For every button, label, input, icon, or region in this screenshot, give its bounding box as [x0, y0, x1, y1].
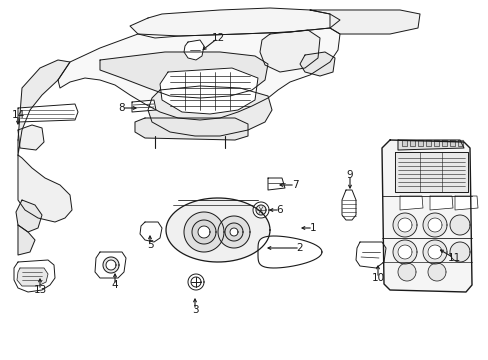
Polygon shape: [132, 100, 156, 112]
Polygon shape: [191, 277, 201, 287]
Polygon shape: [260, 30, 319, 72]
Polygon shape: [166, 198, 269, 262]
Polygon shape: [258, 236, 321, 268]
Polygon shape: [17, 268, 48, 286]
Polygon shape: [409, 140, 414, 146]
Polygon shape: [256, 205, 265, 215]
Polygon shape: [224, 223, 243, 241]
Polygon shape: [135, 118, 247, 140]
Polygon shape: [106, 260, 116, 270]
Polygon shape: [183, 40, 203, 60]
Polygon shape: [341, 190, 355, 220]
Polygon shape: [381, 140, 471, 292]
Polygon shape: [427, 263, 445, 281]
Polygon shape: [14, 260, 55, 292]
Polygon shape: [183, 212, 224, 252]
Text: 1: 1: [309, 223, 316, 233]
Polygon shape: [401, 140, 406, 146]
Polygon shape: [422, 213, 446, 237]
Polygon shape: [392, 213, 416, 237]
Polygon shape: [449, 140, 454, 146]
Polygon shape: [422, 240, 446, 264]
Polygon shape: [18, 155, 72, 222]
Text: 11: 11: [447, 253, 460, 263]
Polygon shape: [449, 242, 469, 262]
Polygon shape: [454, 196, 477, 210]
Polygon shape: [192, 220, 216, 244]
Polygon shape: [429, 196, 452, 210]
Polygon shape: [397, 263, 415, 281]
Polygon shape: [267, 178, 285, 190]
Polygon shape: [103, 257, 119, 273]
Polygon shape: [18, 60, 70, 155]
Polygon shape: [397, 218, 411, 232]
Polygon shape: [218, 216, 249, 248]
Text: 5: 5: [146, 240, 153, 250]
Polygon shape: [433, 140, 438, 146]
Polygon shape: [130, 8, 339, 38]
Text: 6: 6: [276, 205, 283, 215]
Text: 13: 13: [33, 285, 46, 295]
Polygon shape: [252, 202, 268, 218]
Polygon shape: [425, 140, 430, 146]
Polygon shape: [58, 28, 339, 120]
Text: 9: 9: [346, 170, 353, 180]
Polygon shape: [100, 52, 267, 98]
Text: 4: 4: [111, 280, 118, 290]
Polygon shape: [229, 228, 238, 236]
Polygon shape: [18, 225, 35, 255]
Polygon shape: [18, 104, 78, 122]
Polygon shape: [399, 196, 422, 210]
Polygon shape: [95, 252, 126, 278]
Polygon shape: [417, 140, 422, 146]
Polygon shape: [18, 125, 44, 150]
Text: 8: 8: [119, 103, 125, 113]
Text: 3: 3: [191, 305, 198, 315]
Polygon shape: [457, 140, 462, 146]
Polygon shape: [309, 10, 419, 34]
Polygon shape: [397, 245, 411, 259]
Polygon shape: [427, 218, 441, 232]
Polygon shape: [355, 242, 385, 268]
Polygon shape: [160, 68, 258, 114]
Polygon shape: [140, 222, 162, 242]
Text: 10: 10: [371, 273, 384, 283]
Text: 14: 14: [11, 110, 24, 120]
Polygon shape: [427, 245, 441, 259]
Polygon shape: [16, 200, 42, 232]
Polygon shape: [397, 140, 463, 150]
Polygon shape: [187, 274, 203, 290]
Polygon shape: [441, 140, 446, 146]
Polygon shape: [148, 86, 271, 136]
Text: 7: 7: [291, 180, 298, 190]
Polygon shape: [392, 240, 416, 264]
Text: 2: 2: [296, 243, 303, 253]
Polygon shape: [449, 215, 469, 235]
Polygon shape: [299, 52, 334, 76]
Text: 12: 12: [211, 33, 224, 43]
Polygon shape: [394, 152, 467, 192]
Polygon shape: [198, 226, 209, 238]
